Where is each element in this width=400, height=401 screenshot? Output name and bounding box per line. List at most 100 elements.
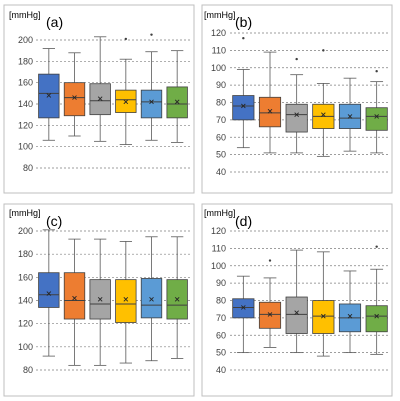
box-b-1: [232, 37, 255, 149]
outlier-point: [375, 245, 378, 248]
y-tick-label-b: 70: [216, 115, 226, 125]
mean-marker: [46, 93, 52, 98]
box-a-5: [140, 33, 163, 141]
mean-marker: [97, 96, 103, 101]
box-iqr: [365, 305, 388, 333]
box-iqr: [258, 301, 282, 329]
panel-b: [mmHg] (b) 40 50 60 70 80 90 100 110 120: [201, 4, 393, 194]
y-tick-label-c: 200: [18, 226, 33, 236]
box-b-6: [365, 70, 388, 154]
y-tick-label-c: 140: [18, 296, 33, 306]
y-tick-label-b: 50: [216, 150, 226, 160]
y-tick-label-c: 120: [18, 319, 33, 329]
box-iqr: [258, 96, 282, 128]
mean-marker: [72, 295, 77, 301]
mean-marker: [72, 95, 77, 100]
y-tick-label-b: 80: [216, 98, 226, 108]
outlier-point: [242, 37, 245, 40]
unit-label-b: [mmHg]: [204, 10, 236, 20]
y-tick-label-d: 110: [212, 243, 226, 253]
box-c-3: [89, 238, 111, 366]
y-tick-label-a: 200: [18, 35, 33, 45]
panel-label-b: (b): [235, 14, 252, 30]
mean-marker: [321, 112, 326, 117]
panel-label-a: (a): [46, 14, 63, 30]
box-iqr: [38, 272, 60, 308]
box-iqr: [312, 300, 335, 334]
y-tick-label-b: 90: [216, 80, 226, 90]
y-tick-label-d: 100: [211, 261, 226, 271]
y-tick-label-d: 120: [211, 226, 226, 236]
box-iqr: [232, 298, 255, 319]
box-c-4: [115, 241, 137, 364]
box-iqr: [63, 82, 86, 117]
unit-label-a: [mmHg]: [9, 10, 41, 20]
box-d-4: [312, 251, 335, 357]
y-tick-label-d: 40: [216, 365, 226, 375]
box-d-5: [338, 270, 362, 354]
box-b-3: [285, 57, 308, 154]
outlier-point: [268, 259, 272, 262]
y-tick-label-a: 100: [18, 142, 33, 152]
outlier-point: [150, 33, 153, 36]
y-tick-label-d: 50: [216, 348, 226, 358]
y-tick-label-a: 140: [18, 99, 33, 109]
y-tick-label-b: 40: [216, 167, 226, 177]
box-c-5: [140, 236, 163, 362]
mean-marker: [123, 297, 129, 302]
y-tick-label-b: 110: [212, 45, 226, 55]
outlier-point: [124, 37, 128, 41]
mean-marker: [241, 103, 246, 109]
box-iqr: [63, 272, 86, 320]
box-b-4: [312, 49, 335, 157]
box-c-1: [38, 229, 60, 357]
mean-marker: [374, 114, 379, 119]
mean-marker: [374, 313, 379, 319]
box-iqr: [285, 296, 308, 334]
mean-marker: [149, 99, 154, 105]
unit-label-c: [mmHg]: [9, 208, 41, 218]
mean-marker: [174, 297, 180, 302]
outlier-point: [322, 49, 325, 52]
y-tick-label-c: 160: [18, 272, 33, 282]
box-iqr: [140, 278, 163, 319]
y-tick-label-b: 120: [211, 28, 226, 38]
mean-marker: [347, 313, 353, 319]
panel-c: [mmHg] (c) 80 100 120 140 160 180 200: [3, 203, 195, 397]
unit-label-d: [mmHg]: [204, 208, 236, 218]
box-c-6: [166, 236, 188, 359]
y-tick-label-a: 160: [18, 78, 33, 88]
y-tick-label-d: 90: [216, 278, 226, 288]
box-b-2: [258, 51, 282, 154]
outlier-point: [375, 70, 378, 73]
box-b-5: [338, 77, 362, 152]
box-d-2: [258, 259, 282, 348]
outlier-point: [295, 57, 298, 61]
box-a-3: [89, 36, 111, 142]
box-iqr: [365, 107, 388, 131]
panel-label-d: (d): [235, 213, 252, 229]
box-iqr: [140, 89, 163, 119]
mean-marker: [347, 114, 353, 119]
mean-marker: [294, 310, 299, 315]
panel-d: [mmHg] (d) 40 50 60 70 80 90 100 110 120: [201, 203, 393, 397]
mean-marker: [123, 99, 129, 105]
box-d-3: [285, 249, 308, 354]
y-tick-label-b: 60: [216, 132, 226, 142]
mean-marker: [241, 305, 246, 310]
box-iqr: [232, 95, 255, 121]
mean-marker: [294, 112, 299, 117]
box-iqr: [115, 279, 137, 323]
y-tick-label-a: 120: [18, 120, 33, 130]
box-d-6: [365, 245, 388, 355]
mean-marker: [267, 108, 273, 114]
y-tick-label-c: 180: [18, 249, 33, 259]
y-tick-label-a: 80: [23, 163, 33, 173]
y-tick-label-a: 180: [18, 56, 33, 66]
box-iqr: [285, 103, 308, 133]
box-a-2: [63, 52, 86, 137]
y-tick-label-c: 80: [23, 365, 33, 375]
box-a-4: [115, 37, 137, 145]
mean-marker: [174, 99, 180, 105]
